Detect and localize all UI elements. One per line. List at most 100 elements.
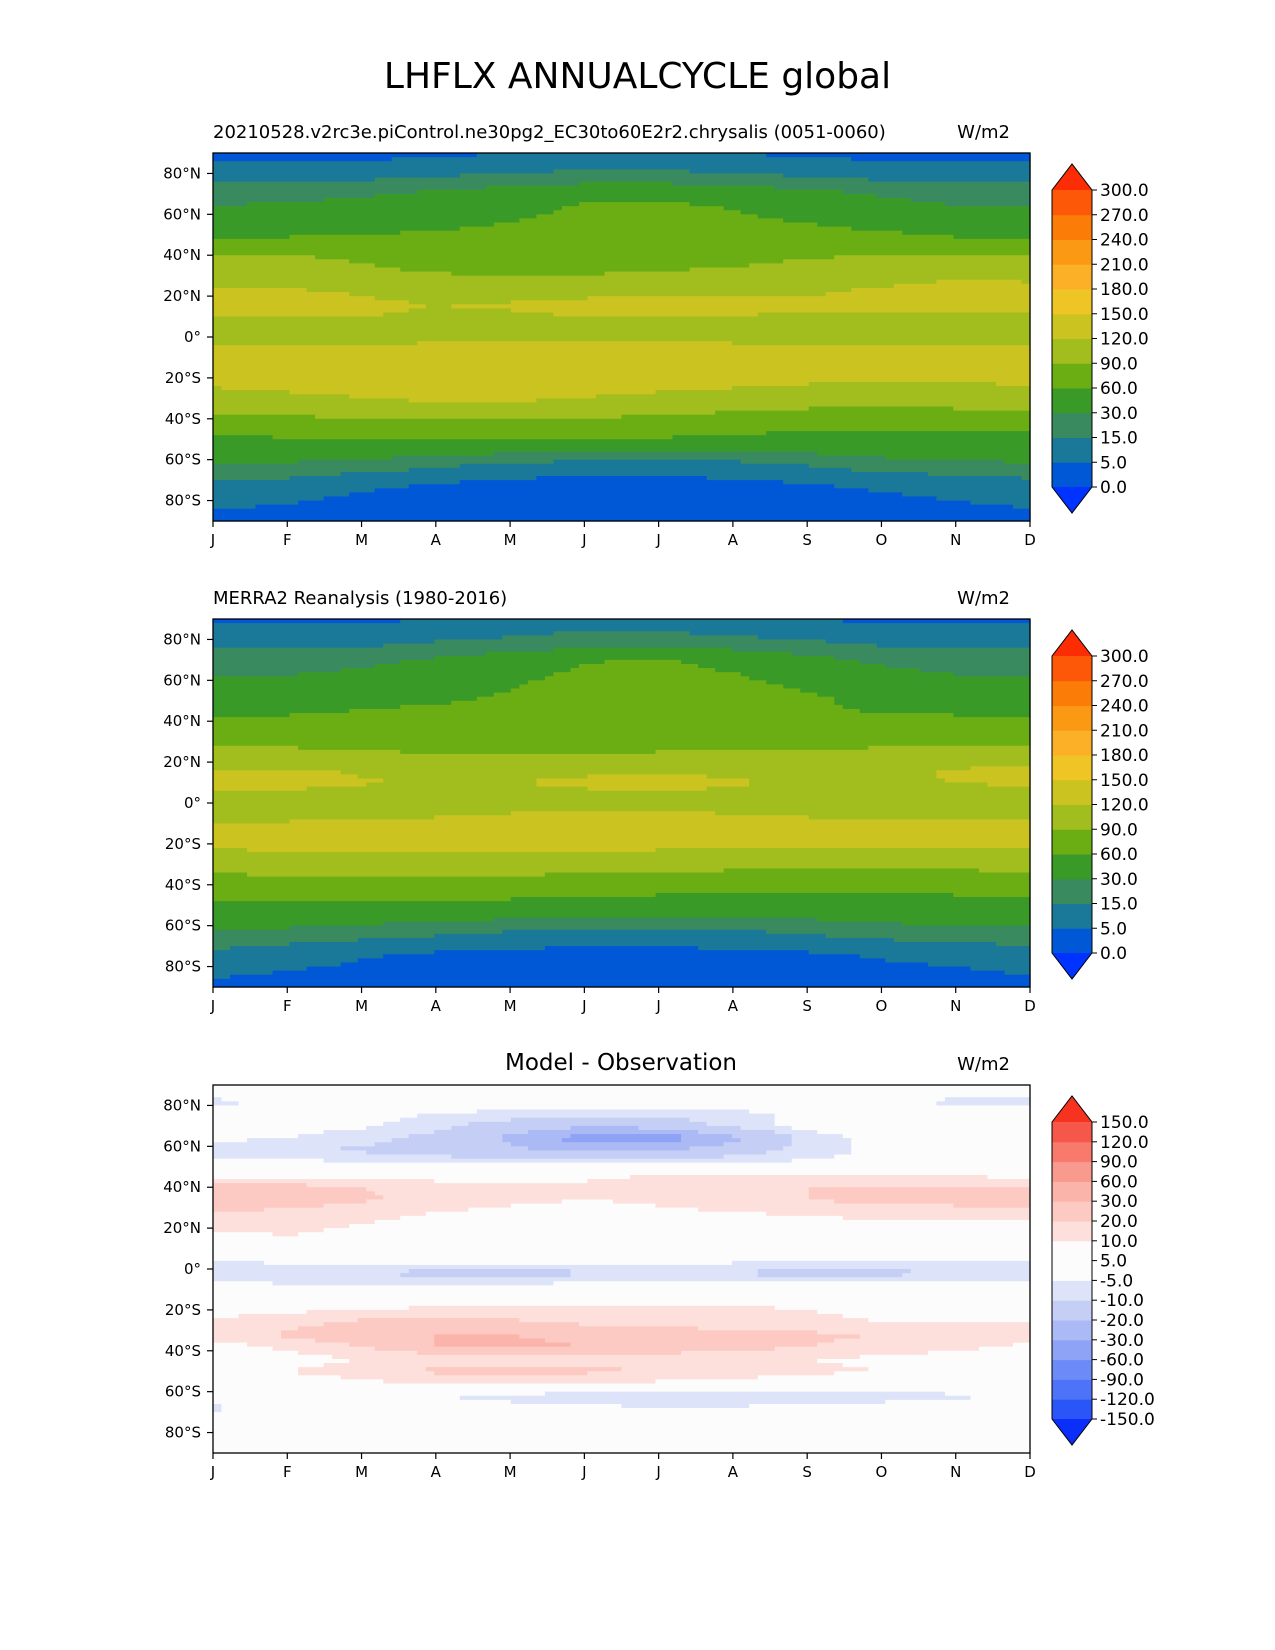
panel1-units: W/m2 — [957, 122, 1010, 143]
heatmap-cell — [383, 312, 555, 318]
heatmap-cell — [459, 173, 784, 179]
colorbar-label: 5.0 — [1100, 919, 1127, 939]
heatmap-cell — [298, 1371, 435, 1376]
x-tick-label: F — [283, 1463, 292, 1481]
panel3-units: W/m2 — [957, 1054, 1010, 1075]
heatmap-cell — [774, 1121, 1031, 1127]
heatmap-cell — [213, 361, 1031, 367]
heatmap-cell — [689, 1117, 776, 1123]
colorbar-segment — [1052, 1280, 1092, 1301]
heatmap-cell — [859, 1334, 1031, 1340]
heatmap-cell — [213, 1089, 1031, 1094]
heatmap-cell — [315, 1338, 435, 1344]
heatmap-cell — [655, 390, 1031, 395]
heatmap-cell — [213, 488, 376, 493]
colorbar-extend-min — [1052, 953, 1092, 979]
heatmap-cell — [323, 496, 937, 502]
heatmap-cell — [817, 692, 1031, 698]
heatmap-cell — [213, 234, 291, 240]
heatmap-cell — [213, 279, 937, 285]
heatmap-cell — [885, 958, 1031, 964]
heatmap-cell — [213, 422, 1031, 428]
heatmap-cell — [349, 292, 827, 297]
heatmap-cell — [757, 635, 1031, 641]
heatmap-cell — [213, 1334, 282, 1340]
heatmap-cell — [970, 766, 1031, 771]
heatmap-cell — [213, 484, 410, 489]
heatmap-cell — [213, 467, 410, 473]
heatmap-cell — [213, 692, 495, 698]
heatmap-cell — [791, 1125, 1031, 1131]
heatmap-cell — [213, 688, 512, 694]
heatmap-cell — [213, 868, 725, 874]
heatmap-cell — [893, 283, 1031, 289]
heatmap-cell — [791, 1142, 852, 1147]
colorbar-label: 90.0 — [1100, 820, 1138, 840]
heatmap-cell — [681, 1350, 929, 1356]
heatmap-cell — [213, 1219, 376, 1225]
colorbar-label: -30.0 — [1100, 1331, 1144, 1351]
heatmap-cell — [493, 222, 818, 228]
heatmap-cell — [1012, 504, 1031, 510]
heatmap-cell — [859, 954, 1031, 959]
heatmap-cell — [213, 1281, 274, 1286]
heatmap-cell — [213, 516, 1031, 522]
heatmap-cell — [561, 1199, 614, 1205]
heatmap-cell — [272, 1281, 555, 1286]
heatmap-cell — [876, 193, 1031, 199]
heatmap-cell — [774, 1129, 818, 1135]
colorbar-label: 10.0 — [1100, 1232, 1138, 1252]
colorbar-label: -150.0 — [1100, 1410, 1155, 1430]
heatmap-cell — [213, 803, 1031, 808]
colorbar-segment — [1052, 656, 1092, 682]
heatmap-cell — [519, 1334, 861, 1340]
colorbar-segment — [1052, 363, 1092, 389]
colorbar-extend-min — [1052, 1419, 1092, 1445]
heatmap-cell — [842, 1313, 1031, 1319]
colorbar-segment — [1052, 1399, 1092, 1420]
heatmap-cell — [374, 663, 580, 669]
heatmap-cell — [587, 1371, 835, 1376]
heatmap-cell — [213, 1379, 384, 1385]
heatmap-cell — [213, 1150, 367, 1156]
heatmap-cell — [842, 704, 1031, 710]
x-tick-label: A — [431, 1463, 442, 1481]
heatmap-cell — [213, 905, 1031, 910]
heatmap-cell — [349, 1358, 818, 1364]
heatmap-cell — [485, 651, 793, 657]
colorbar-segment — [1052, 264, 1092, 290]
heatmap-cell — [408, 1269, 572, 1274]
heatmap-cell — [213, 332, 1031, 338]
heatmap-cell — [655, 847, 1031, 853]
heatmap-cell — [213, 704, 401, 710]
heatmap-cell — [817, 917, 1031, 923]
heatmap-cell — [213, 745, 299, 751]
heatmap-cell — [349, 394, 597, 399]
heatmap-cell — [383, 921, 903, 927]
x-tick-label: J — [655, 1463, 660, 1481]
heatmap-cell — [859, 708, 1031, 714]
heatmap-cell — [306, 966, 972, 972]
heatmap-cell — [213, 798, 1031, 804]
heatmap-cell — [970, 966, 1031, 972]
heatmap-cell — [213, 954, 384, 959]
heatmap-cell — [213, 921, 384, 927]
y-tick-label: 80°S — [165, 1424, 201, 1442]
heatmap-cell — [408, 300, 512, 305]
heatmap-cell — [213, 1330, 282, 1336]
heatmap-cell — [213, 1436, 1031, 1442]
heatmap-cell — [213, 1358, 350, 1364]
heatmap-cell — [213, 435, 274, 440]
heatmap-cell — [655, 1203, 954, 1209]
heatmap-cell — [834, 1199, 1031, 1205]
colorbar-segment — [1052, 1122, 1092, 1143]
heatmap-cell — [213, 1338, 316, 1344]
heatmap-cell — [213, 455, 393, 461]
heatmap-cell — [553, 672, 742, 677]
heatmap-cell — [434, 950, 810, 955]
heatmap-cell — [306, 287, 852, 293]
heatmap-cell — [213, 406, 810, 412]
heatmap-cell — [213, 1444, 1031, 1450]
x-tick-label: M — [504, 997, 517, 1015]
heatmap-cell — [306, 1309, 818, 1315]
